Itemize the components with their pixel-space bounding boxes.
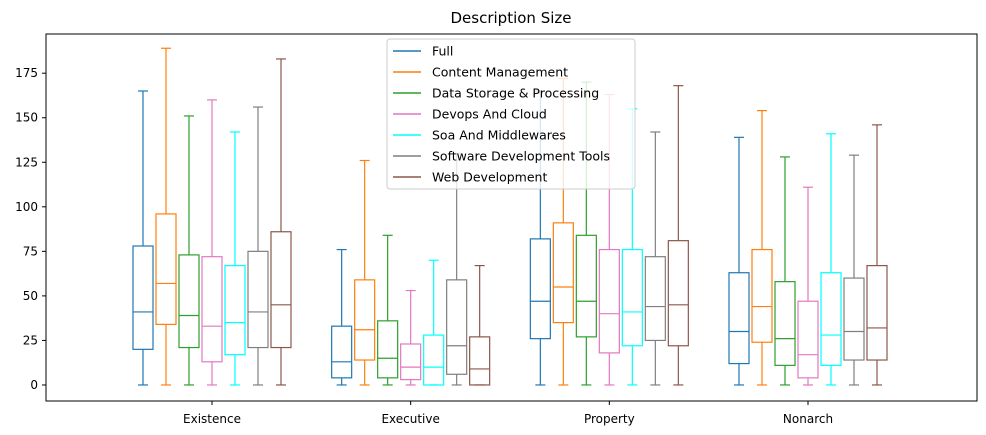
plot-frame: [45, 33, 978, 402]
box-iqr: [178, 254, 200, 349]
y-tick-label: 0: [30, 378, 38, 392]
box-2-3: [774, 156, 796, 386]
box-0-0: [132, 90, 154, 386]
box-iqr: [224, 265, 246, 356]
x-tick-label: Nonarch: [783, 412, 833, 426]
box-iqr: [728, 272, 750, 365]
box-iqr: [354, 279, 376, 361]
box-iqr: [866, 265, 888, 361]
y-tick-label: 50: [23, 289, 38, 303]
axes: 0 25 50 75 100 125 150 175 Existence Executive Pro…: [15, 33, 978, 426]
box-1-3: [751, 110, 773, 386]
box-iqr: [400, 343, 422, 381]
box-iqr: [469, 336, 491, 386]
box-3-1: [400, 289, 422, 386]
box-6-0: [270, 58, 292, 386]
box-3-0: [201, 99, 223, 386]
legend-box: [386, 38, 636, 190]
box-1-0: [155, 47, 177, 386]
box-iqr: [423, 334, 445, 386]
box-iqr: [774, 281, 796, 366]
legend-label: Software Development Tools: [432, 149, 610, 164]
box-iqr: [155, 213, 177, 325]
box-0-1: [331, 248, 353, 386]
box-iqr: [377, 320, 399, 379]
legend-label: Full: [432, 44, 453, 59]
legend-label: Devops And Cloud: [432, 107, 547, 122]
box-2-0: [178, 115, 200, 386]
box-plot-groups: [132, 47, 888, 386]
y-tick-label: 125: [15, 155, 38, 169]
box-4-1: [423, 259, 445, 386]
y-tick-label: 25: [23, 333, 38, 347]
box-iqr: [751, 248, 773, 343]
legend-label: Web Development: [432, 170, 547, 185]
box-5-0: [247, 106, 269, 386]
box-1-1: [354, 159, 376, 386]
legend-label: Data Storage & Processing: [432, 86, 599, 101]
box-iqr: [132, 245, 154, 350]
chart-title: Description Size: [451, 9, 572, 27]
box-5-3: [843, 154, 865, 386]
box-iqr: [446, 279, 468, 375]
box-iqr: [644, 256, 666, 342]
box-iqr: [201, 256, 223, 363]
box-iqr: [667, 240, 689, 347]
box-iqr: [843, 277, 865, 361]
box-3-3: [797, 186, 819, 386]
box-4-0: [224, 131, 246, 386]
box-iqr: [820, 272, 842, 366]
legend-label: Soa And Middlewares: [432, 128, 566, 143]
box-iqr: [575, 234, 597, 338]
legend-label: Content Management: [432, 65, 568, 80]
box-iqr: [529, 238, 551, 340]
x-tick-label: Executive: [381, 412, 439, 426]
y-tick-label: 100: [15, 200, 38, 214]
box-iqr: [598, 248, 620, 354]
box-iqr: [331, 325, 353, 379]
y-tick-label: 150: [15, 111, 38, 125]
box-iqr: [552, 222, 574, 324]
y-tick-label: 75: [23, 244, 38, 258]
box-iqr: [270, 231, 292, 349]
box-2-1: [377, 234, 399, 386]
box-6-1: [469, 265, 491, 386]
box-iqr: [797, 300, 819, 379]
box-5-2: [644, 131, 666, 386]
y-tick-label: 175: [15, 66, 38, 80]
box-4-3: [820, 133, 842, 386]
x-tick-label: Existence: [183, 412, 241, 426]
box-6-3: [866, 124, 888, 386]
box-0-3: [728, 136, 750, 386]
legend: Full Content Management Data Storage & Pro…: [386, 38, 636, 190]
box-6-2: [667, 85, 689, 386]
x-tick-label: Property: [584, 412, 635, 426]
box-iqr: [621, 248, 643, 347]
box-iqr: [247, 250, 269, 349]
